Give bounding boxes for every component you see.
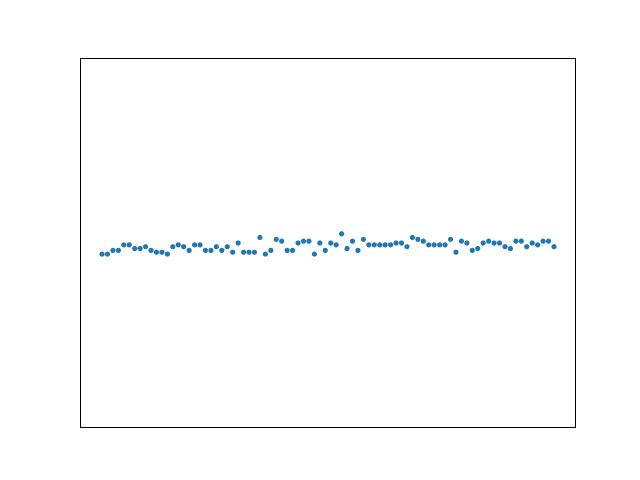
data-point [464, 240, 470, 246]
data-point [339, 231, 345, 237]
data-point [213, 244, 219, 250]
data-point [431, 242, 437, 248]
data-point [295, 240, 301, 246]
data-point [257, 234, 263, 241]
data-point [491, 240, 497, 246]
data-point [251, 249, 258, 255]
data-point [137, 245, 143, 252]
data-point [535, 242, 541, 248]
data-point [360, 236, 366, 242]
data-point [328, 240, 334, 246]
data-point [262, 251, 268, 257]
data-point [453, 249, 459, 255]
data-point [99, 251, 105, 257]
data-point [219, 247, 225, 253]
data-point [191, 242, 198, 248]
data-point [388, 242, 394, 248]
data-point [349, 238, 356, 244]
data-point [469, 247, 475, 253]
data-point [398, 240, 405, 246]
data-point [186, 247, 192, 253]
data-point [202, 247, 209, 253]
data-point [355, 247, 361, 253]
data-point [551, 244, 557, 250]
data-point [513, 238, 519, 244]
data-point [317, 240, 323, 246]
data-point [420, 238, 426, 244]
data-point [447, 236, 454, 242]
data-point [284, 247, 290, 253]
data-point [279, 238, 285, 244]
data-point [170, 244, 176, 250]
data-point [409, 234, 416, 241]
data-point [426, 242, 432, 248]
data-point [458, 238, 465, 244]
data-point [518, 238, 524, 244]
data-point [437, 242, 443, 248]
data-point [486, 238, 492, 244]
data-point [230, 249, 236, 255]
data-point [507, 245, 514, 252]
data-point [240, 249, 247, 255]
data-point [115, 247, 121, 253]
data-point [121, 242, 127, 248]
data-points [99, 231, 557, 257]
plot-area-frame [80, 58, 576, 428]
data-point [404, 244, 410, 250]
data-point [159, 249, 165, 255]
data-point [366, 242, 372, 248]
data-point [300, 238, 307, 244]
data-point [142, 244, 149, 250]
data-point [529, 240, 535, 246]
data-point [371, 242, 377, 248]
data-point [235, 240, 241, 246]
data-point [322, 247, 328, 253]
data-point [290, 247, 296, 253]
data-point [273, 236, 279, 242]
data-point [153, 249, 160, 255]
data-point [393, 240, 399, 246]
data-point [208, 247, 214, 253]
data-point [333, 242, 339, 248]
data-point [306, 238, 312, 244]
data-point [268, 247, 274, 253]
data-point [311, 251, 317, 257]
data-point [104, 251, 111, 257]
data-point [545, 238, 552, 244]
data-point [524, 244, 530, 250]
data-point [382, 242, 388, 248]
data-point [224, 244, 230, 250]
data-point [344, 245, 350, 252]
data-point [246, 249, 252, 255]
data-point [181, 244, 187, 250]
data-point [175, 242, 181, 248]
data-point [148, 247, 154, 253]
data-point [502, 244, 508, 250]
data-point [475, 245, 481, 252]
data-point [197, 242, 203, 248]
data-point [540, 238, 546, 244]
data-point [126, 242, 132, 248]
data-point [164, 251, 170, 257]
data-point [442, 242, 448, 248]
data-point [480, 240, 486, 246]
data-point [377, 242, 383, 248]
data-point [496, 240, 503, 246]
data-point [110, 247, 116, 253]
data-point [132, 245, 138, 252]
data-point [415, 236, 421, 242]
